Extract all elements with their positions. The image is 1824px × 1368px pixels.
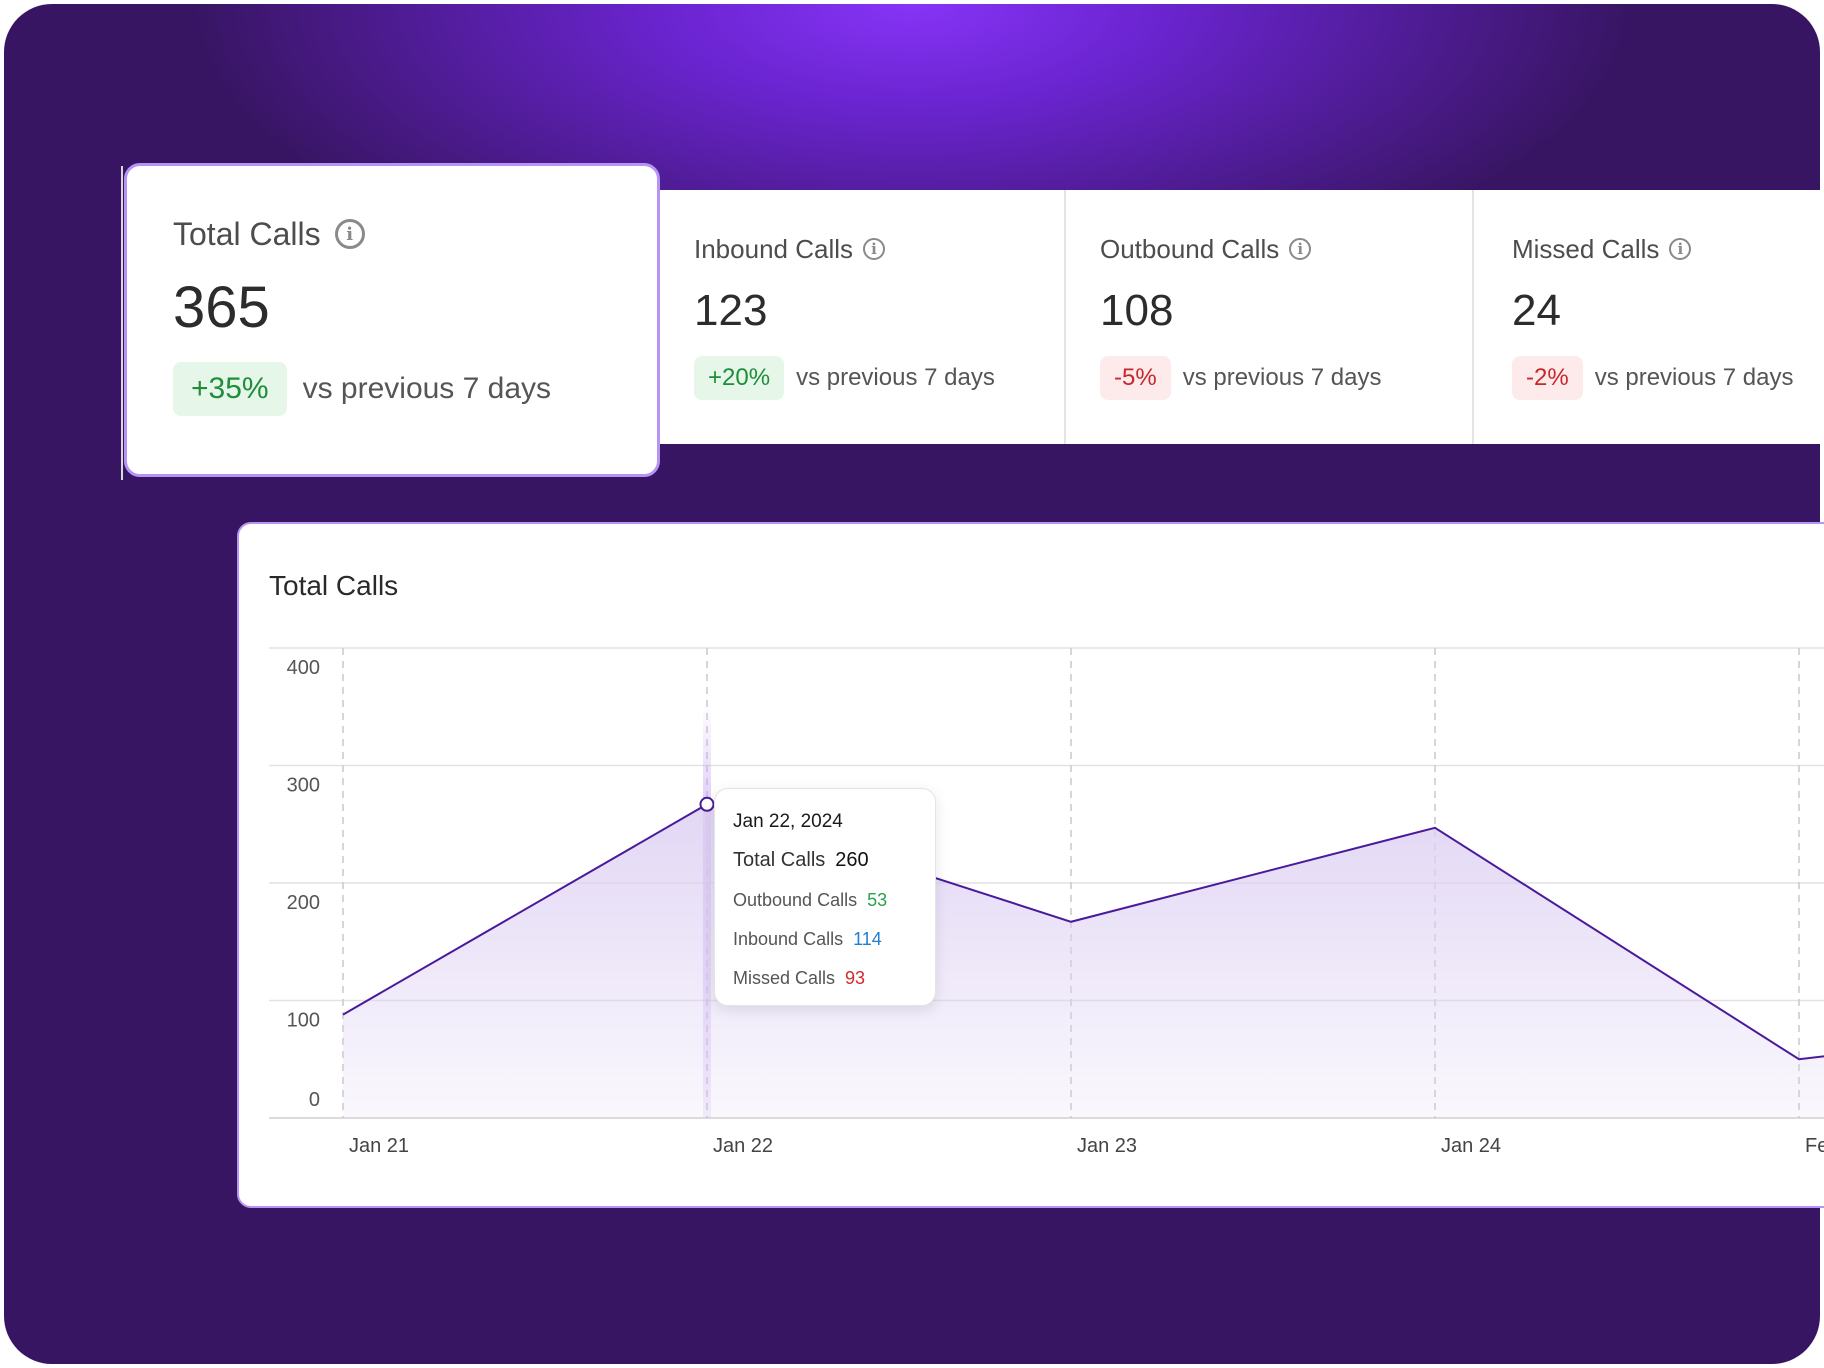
tooltip-row-missed: Missed Calls 93 bbox=[733, 968, 935, 989]
tooltip-label: Total Calls bbox=[733, 849, 826, 871]
comparison-text: vs previous 7 days bbox=[796, 364, 995, 391]
stat-change: -2% vs previous 7 days bbox=[1512, 356, 1824, 400]
x-tick-label: Jan 24 bbox=[1441, 1135, 1501, 1157]
stat-change: -5% vs previous 7 days bbox=[1100, 356, 1472, 400]
stat-change: +35% vs previous 7 days bbox=[173, 362, 657, 416]
info-icon[interactable]: i bbox=[334, 219, 365, 249]
data-point-hovered bbox=[699, 796, 715, 812]
stats-strip: Inbound Calls i 123 +20% vs previous 7 d… bbox=[660, 190, 1824, 444]
y-tick-label: 400 bbox=[287, 657, 320, 679]
stat-value: 365 bbox=[173, 275, 270, 340]
stat-title-row: Inbound Calls i bbox=[694, 232, 1064, 266]
x-tick-label: Jan 21 bbox=[349, 1135, 409, 1157]
stat-title-row: Total Calls i bbox=[173, 214, 657, 254]
tooltip-row-outbound: Outbound Calls 53 bbox=[733, 890, 935, 911]
series-line bbox=[342, 803, 1824, 1061]
chart-card: Total Calls 400 300 200 100 0 Jan 21 Jan 22 Jan… bbox=[237, 522, 1824, 1208]
tooltip-label: Outbound Calls bbox=[733, 890, 858, 910]
change-badge: +35% bbox=[173, 362, 287, 416]
y-tick-label: 200 bbox=[287, 892, 320, 914]
comparison-text: vs previous 7 days bbox=[302, 372, 552, 405]
stat-value: 24 bbox=[1512, 286, 1561, 335]
stat-card-inbound[interactable]: Inbound Calls i 123 +20% vs previous 7 d… bbox=[660, 190, 1064, 444]
info-icon[interactable]: i bbox=[1669, 238, 1692, 260]
stat-card-outbound[interactable]: Outbound Calls i 108 -5% vs previous 7 d… bbox=[1064, 190, 1472, 444]
stat-title: Inbound Calls bbox=[694, 233, 853, 264]
comparison-text: vs previous 7 days bbox=[1182, 364, 1382, 391]
change-badge: -2% bbox=[1512, 356, 1583, 400]
stat-title-row: Missed Calls i bbox=[1512, 232, 1824, 266]
tooltip-row-total: Total Calls 260 bbox=[733, 849, 935, 872]
comparison-text: vs previous 7 days bbox=[1594, 364, 1794, 391]
y-tick-label: 300 bbox=[287, 775, 320, 797]
stat-card-missed[interactable]: Missed Calls i 24 -2% vs previous 7 days bbox=[1472, 190, 1824, 444]
chart-tooltip: Jan 22, 2024 Total Calls 260 Outbound Cal… bbox=[714, 788, 936, 1006]
info-icon[interactable]: i bbox=[863, 238, 885, 260]
tooltip-value: 53 bbox=[867, 890, 888, 910]
total-calls-chart[interactable]: 400 300 200 100 0 Jan 21 Jan 22 Jan 23 Jan 24 Feb… bbox=[239, 524, 1824, 1210]
tooltip-value: 260 bbox=[835, 849, 869, 871]
stat-title: Outbound Calls bbox=[1100, 233, 1280, 264]
stat-title-row: Outbound Calls i bbox=[1100, 232, 1472, 266]
x-tick-label: Jan 23 bbox=[1077, 1135, 1137, 1157]
x-tick-label: Jan 22 bbox=[713, 1135, 773, 1157]
info-icon[interactable]: i bbox=[1289, 238, 1312, 260]
series-area bbox=[343, 804, 1824, 1118]
change-badge: +20% bbox=[694, 356, 785, 400]
tooltip-value: 93 bbox=[845, 968, 866, 988]
tooltip-date: Jan 22, 2024 bbox=[733, 811, 843, 832]
chart-title: Total Calls bbox=[269, 570, 399, 601]
stat-card-total[interactable]: Total Calls i 365 +35% vs previous 7 day… bbox=[121, 163, 660, 480]
tooltip-value: 114 bbox=[853, 929, 882, 949]
stat-value: 123 bbox=[694, 286, 768, 335]
y-tick-label: 0 bbox=[309, 1089, 320, 1111]
stat-title: Missed Calls bbox=[1512, 233, 1660, 264]
stat-change: +20% vs previous 7 days bbox=[694, 356, 1064, 400]
stat-value: 108 bbox=[1100, 286, 1174, 335]
stat-title: Total Calls bbox=[173, 215, 321, 252]
y-tick-label: 100 bbox=[287, 1010, 320, 1032]
change-badge: -5% bbox=[1100, 356, 1171, 400]
x-tick-label: Feb 25 bbox=[1805, 1135, 1824, 1157]
tooltip-label: Inbound Calls bbox=[733, 929, 844, 949]
tooltip-row-inbound: Inbound Calls 114 bbox=[733, 929, 935, 950]
tooltip-label: Missed Calls bbox=[733, 968, 836, 988]
